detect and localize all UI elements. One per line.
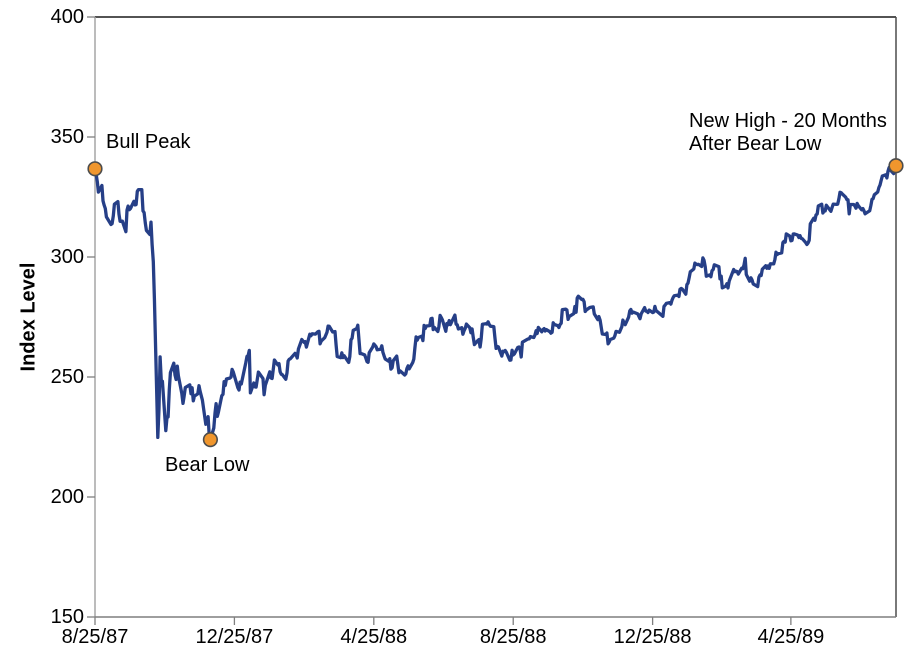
marker-bull-peak <box>87 161 103 177</box>
annotation-bear-low: Bear Low <box>165 454 250 476</box>
x-tick-label: 8/25/87 <box>61 626 129 648</box>
marker-bear-low <box>202 432 218 448</box>
x-tick-label: 12/25/87 <box>195 626 274 648</box>
y-axis-title: Index Level <box>17 262 40 372</box>
y-tick-label: 400 <box>50 6 84 28</box>
marker-new-high <box>888 158 904 174</box>
x-tick-label: 8/25/88 <box>479 626 547 648</box>
y-tick-label: 200 <box>50 486 84 508</box>
x-tick-label: 12/25/88 <box>613 626 692 648</box>
annotation-new-high: New High - 20 Months After Bear Low <box>689 110 887 155</box>
y-tick-label: 150 <box>50 606 84 628</box>
x-tick-label: 4/25/88 <box>340 626 408 648</box>
index-level-line <box>93 164 898 442</box>
y-tick-label: 350 <box>50 126 84 148</box>
y-tick-label: 250 <box>50 366 84 388</box>
annotation-bull-peak: Bull Peak <box>106 131 191 153</box>
y-tick-label: 300 <box>50 246 84 268</box>
x-tick-label: 4/25/89 <box>757 626 825 648</box>
